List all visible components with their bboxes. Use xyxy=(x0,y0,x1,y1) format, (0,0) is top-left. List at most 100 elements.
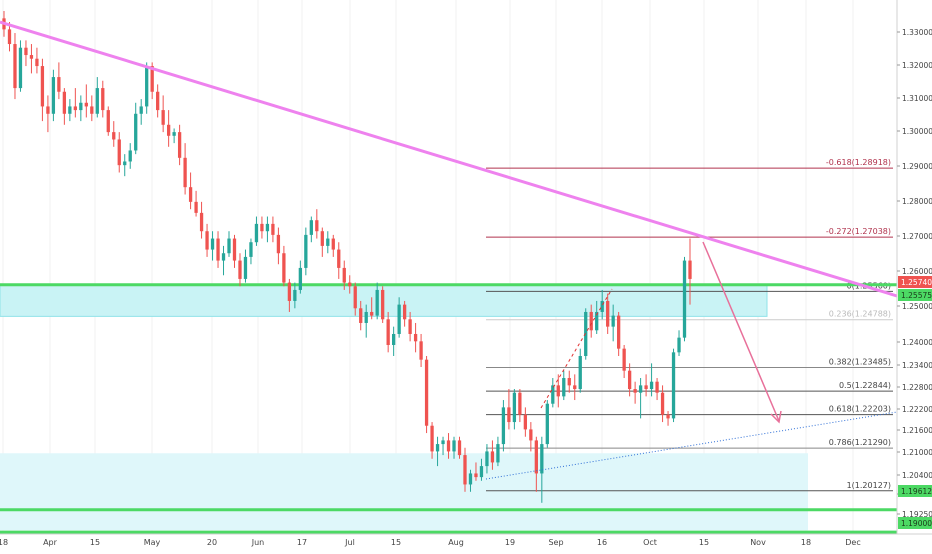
price-label-box xyxy=(898,485,932,497)
candle-body xyxy=(413,333,418,342)
time-tick-label: 16 xyxy=(597,538,607,547)
candle-body xyxy=(490,451,495,463)
candle-body xyxy=(172,132,176,136)
candle-body xyxy=(622,348,626,371)
candle-body xyxy=(452,440,456,452)
time-tick-label: 15 xyxy=(391,538,401,547)
candle-body xyxy=(402,304,407,320)
candle-body xyxy=(101,88,105,111)
fib-level-label: 0.786(1.21290) xyxy=(829,438,891,447)
price-label-text: 1.25740 xyxy=(901,278,932,287)
candle-body xyxy=(556,385,560,397)
candle-body xyxy=(408,319,412,334)
candle-body xyxy=(397,304,401,334)
candle-body xyxy=(260,223,264,232)
candle-body xyxy=(512,392,517,423)
candle-body xyxy=(13,44,17,89)
candle-body xyxy=(249,242,253,257)
time-tick-label: 17 xyxy=(297,538,307,547)
candle-body xyxy=(578,356,582,390)
candle-body xyxy=(35,58,39,67)
candle-body xyxy=(309,220,313,235)
candle-body xyxy=(145,66,149,107)
candle-body xyxy=(430,425,434,452)
candle-body xyxy=(227,238,231,254)
fib-level-label: 0.236(1.24788) xyxy=(829,310,891,319)
candle-body xyxy=(183,157,187,188)
price-tick-label: 1.27000 xyxy=(902,232,932,241)
price-tick-label: 1.22200 xyxy=(902,405,932,414)
price-tick-label: 1.24000 xyxy=(902,338,932,347)
candle-body xyxy=(649,381,654,390)
descending-trendline xyxy=(0,20,898,298)
time-tick-label: 19 xyxy=(505,538,515,547)
price-tick-label: 1.26000 xyxy=(902,267,932,276)
time-tick-label: Oct xyxy=(643,538,657,547)
candle-body xyxy=(468,473,473,485)
candle-body xyxy=(139,106,143,114)
candle-body xyxy=(671,352,676,419)
candle-body xyxy=(166,124,171,136)
candle-body xyxy=(221,253,226,261)
candle-body xyxy=(567,378,571,386)
fib-level-label: -0.618(1.28918) xyxy=(826,158,891,167)
candle-body xyxy=(523,414,528,430)
candle-body xyxy=(606,300,610,327)
time-tick-label: 18 xyxy=(801,538,811,547)
candle-body xyxy=(479,466,484,478)
drawings-layer xyxy=(0,20,898,480)
candle-body xyxy=(381,289,385,320)
candle-body xyxy=(24,47,28,56)
price-label-box xyxy=(898,517,932,529)
fib-level-label: 0.5(1.22844) xyxy=(839,381,891,390)
time-tick-label: 15 xyxy=(90,538,100,547)
price-tick-label: 1.30000 xyxy=(902,127,932,136)
candle-body xyxy=(326,238,330,246)
candle-body xyxy=(287,282,292,301)
candle-body xyxy=(243,256,248,279)
price-tick-label: 1.25000 xyxy=(902,302,932,311)
candle-body xyxy=(364,311,368,323)
price-tick-label: 1.20400 xyxy=(902,471,932,480)
price-tick-label: 1.29000 xyxy=(902,162,932,171)
candle-body xyxy=(282,253,286,283)
candle-body xyxy=(441,440,445,445)
price-tick-label: 1.33000 xyxy=(902,28,932,37)
projection-arrow-line xyxy=(702,241,780,422)
candle-body xyxy=(331,238,335,250)
candle-body xyxy=(73,106,77,111)
candle-body xyxy=(359,308,363,323)
candle-body xyxy=(238,260,242,279)
candle-body xyxy=(562,378,566,397)
time-axis-background xyxy=(0,534,932,550)
candle-body xyxy=(216,238,220,261)
candle-body xyxy=(188,187,193,202)
time-tick-label: 15 xyxy=(699,538,709,547)
time-tick-label: Nov xyxy=(750,538,766,547)
zones-layer xyxy=(0,0,854,534)
candle-body xyxy=(617,315,621,349)
candle-body xyxy=(106,110,110,133)
candle-body xyxy=(90,106,94,114)
price-tick-label: 1.22800 xyxy=(902,383,932,392)
candle-body xyxy=(320,231,324,246)
time-tick-label: Dec xyxy=(845,538,860,547)
candle-body xyxy=(660,392,665,415)
candle-body xyxy=(271,223,275,235)
candle-body xyxy=(254,223,259,243)
candle-body xyxy=(611,315,615,327)
candle-body xyxy=(134,113,138,151)
candle-body xyxy=(128,150,132,162)
price-tick-label: 1.21600 xyxy=(902,426,932,435)
candle-body xyxy=(551,385,555,404)
time-tick-label: May xyxy=(144,538,161,547)
candle-body xyxy=(205,231,209,250)
time-tick-label: 20 xyxy=(207,538,217,547)
candle-body xyxy=(677,337,681,353)
candle-body xyxy=(161,110,165,125)
candle-body xyxy=(353,286,357,309)
candle-body xyxy=(276,234,281,254)
candle-body xyxy=(655,381,659,393)
candle-body xyxy=(117,139,121,166)
